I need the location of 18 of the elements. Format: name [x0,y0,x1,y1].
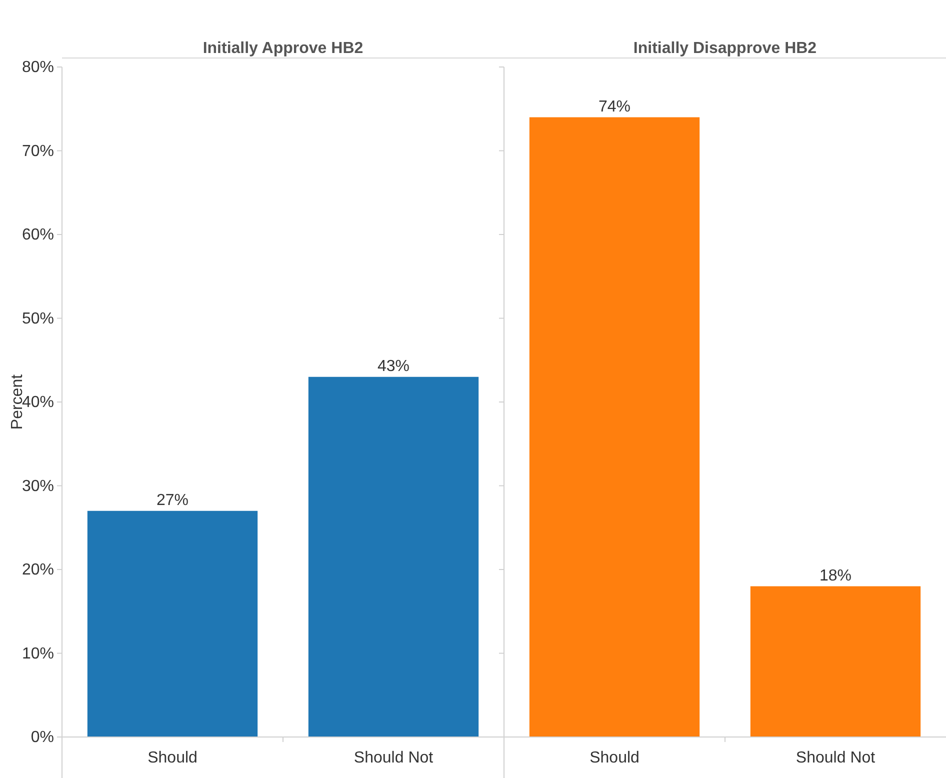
data-label: 18% [819,567,852,584]
data-label: 74% [598,98,631,116]
x-tick-label: Should Not [796,749,876,766]
y-tick-label: 50% [22,310,54,328]
y-tick-label: 10% [22,645,54,662]
y-tick-label: 20% [22,562,54,579]
x-tick-label: Should [148,749,198,766]
chart-title: Initially Approve HB2 [202,40,364,57]
y-tick-label: 80% [22,59,54,76]
x-tick-label: Should [590,749,640,766]
chart-title: Initially Disapprove HB2 [633,40,817,57]
y-tick-label: 60% [22,226,54,244]
x-tick-label: Should Not [354,749,434,766]
y-tick-label: 30% [22,478,54,495]
y-tick-label: 0% [30,729,54,746]
data-label: 43% [377,358,410,375]
y-tick-label: 70% [22,142,54,160]
data-label: 27% [156,492,189,509]
